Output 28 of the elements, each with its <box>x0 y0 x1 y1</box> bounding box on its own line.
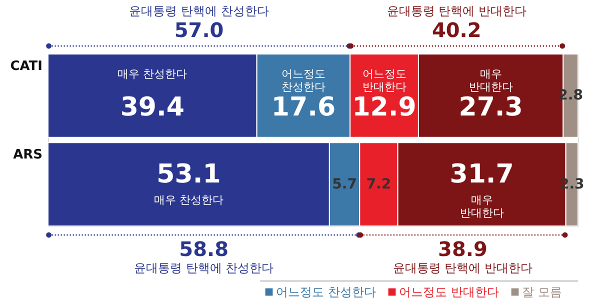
text: 매우 찬성한다 <box>154 193 224 206</box>
legend-label: 잘 모름 <box>522 285 562 299</box>
series-label: 매우 찬성한다 <box>118 68 188 81</box>
text: 윤대통령 탄핵에 반대한다 <box>386 4 526 18</box>
data-label: 53.1 <box>156 159 221 190</box>
data-label: 31.7 <box>450 159 514 190</box>
y-tick-label: ARS <box>13 148 42 163</box>
data-label: 12.9 <box>352 92 416 123</box>
data-label: 5.7 <box>332 176 357 192</box>
text: 윤대통령 탄핵에 반대한다 <box>392 261 533 275</box>
text: 어느정도 반대한다 <box>362 68 406 94</box>
data-label: 27.3 <box>458 92 523 123</box>
text: 어느정도 찬성한다 <box>281 68 326 94</box>
text: 윤대통령 탄핵에 찬성한다 <box>129 4 269 18</box>
data-label: 7.2 <box>366 176 392 192</box>
text: 57.0 <box>174 18 224 42</box>
text: 58.8 <box>179 237 228 261</box>
text: 윤대통령 탄핵에 찬성한다 <box>134 261 274 275</box>
series-label: 매우 반대한다 <box>460 193 504 220</box>
data-label: 17.6 <box>271 92 336 123</box>
text: 38.9 <box>438 237 488 261</box>
legend-label: 어느정도 찬성한다 <box>276 285 376 299</box>
legend-label: 어느정도 반대한다 <box>399 285 499 299</box>
data-label: 2.3 <box>560 176 584 192</box>
data-label: 39.4 <box>120 92 184 123</box>
text: 40.2 <box>432 18 482 42</box>
text: 매우 반대한다 <box>468 68 513 94</box>
y-tick-label: CATI <box>10 59 42 74</box>
